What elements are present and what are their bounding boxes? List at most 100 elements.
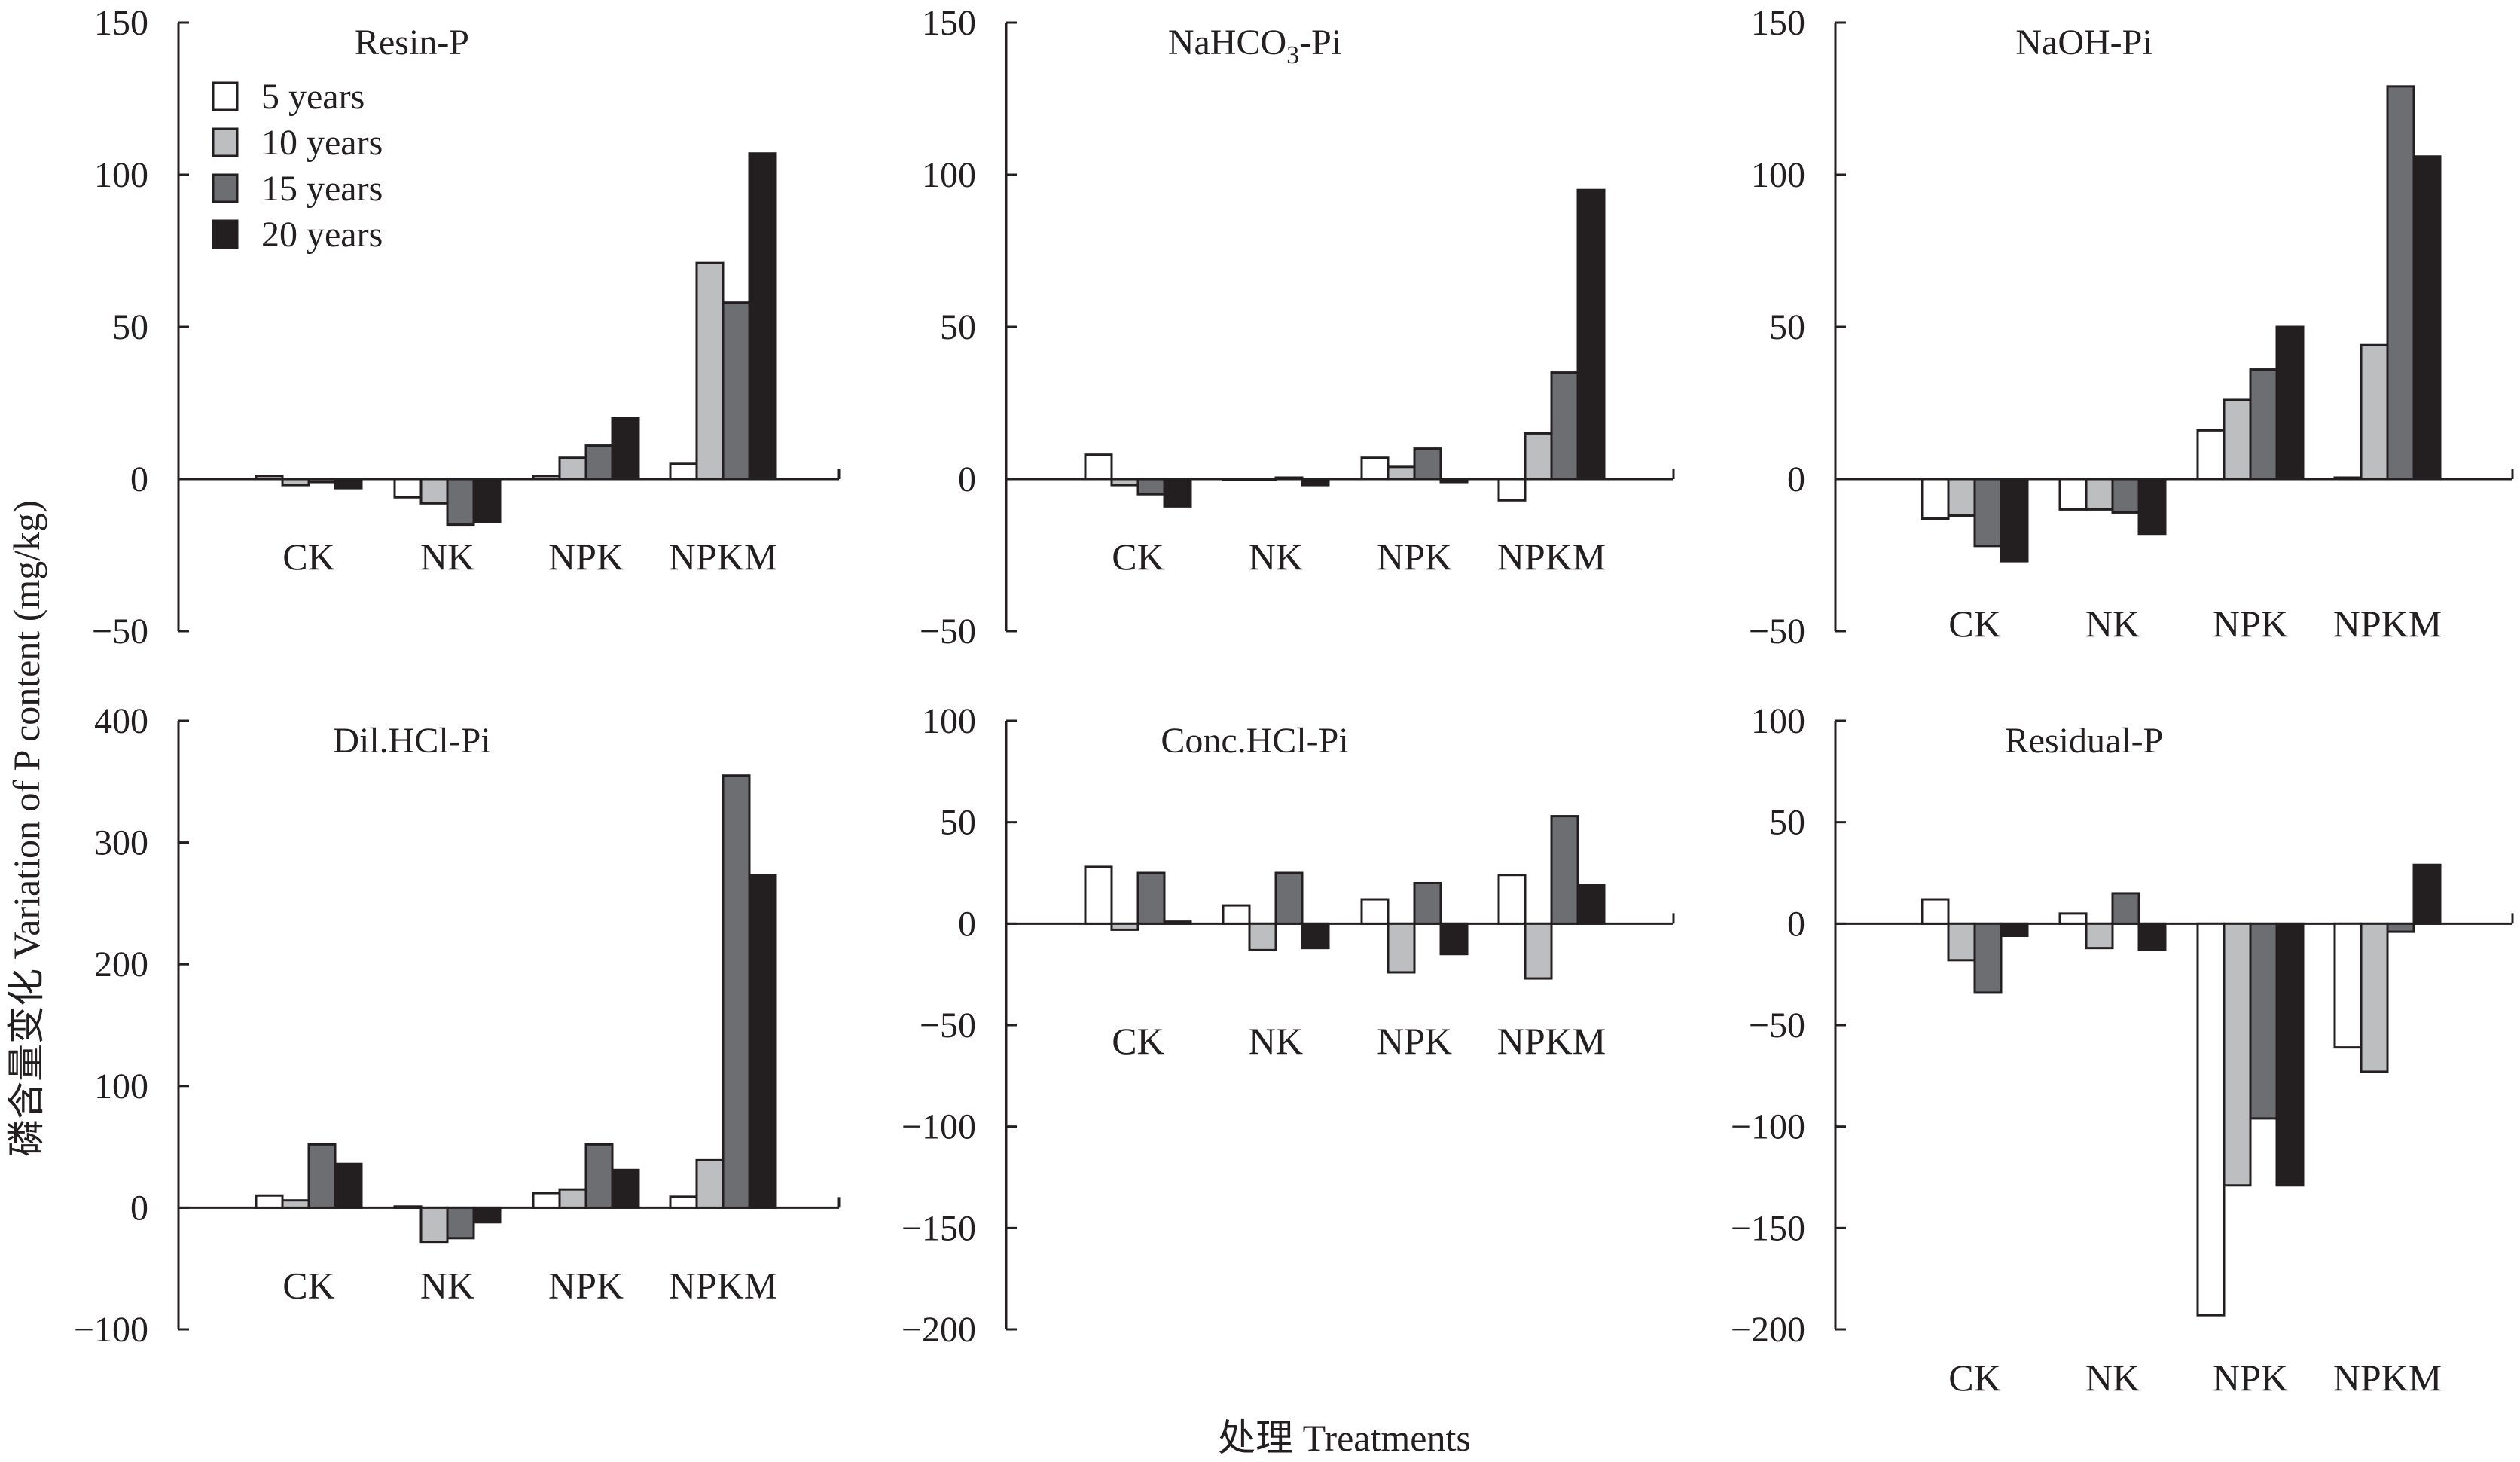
bar-conc-hcl-pi-ck-10-years [1110,922,1139,931]
bar-naoh-pi-nk-5-years [2058,478,2088,511]
y-tick-label: 150 [94,3,148,43]
y-tick-label: 50 [1769,307,1805,347]
bar-nahco3-pi-npk-10-years [1387,465,1416,481]
bar-naoh-pi-npkm-10-years [2360,343,2389,481]
y-tick-label: 50 [940,307,976,347]
y-tick-label: 50 [1769,803,1805,843]
y-tick-label: 100 [94,1067,148,1106]
bar-nahco3-pi-npkm-20-years [1576,188,1606,481]
bar-residual-p-nk-20-years [2137,922,2167,951]
bar-conc-hcl-pi-npkm-20-years [1576,884,1606,925]
panel-conc-hcl-pi: 100 50 0 −50 −100 −150 −200 CK NK NPK NPKM Conc.HCl… [902,701,1675,1350]
bar-dil-hcl-pi-npk-5-years [532,1192,561,1209]
y-tick-label: 100 [1751,155,1805,195]
category-label-npk: NPK [1377,536,1452,578]
bar-dil-hcl-pi-nk-15-years [446,1206,475,1240]
y-axis-label: 磷含量变化 Variation of P content (mg/kg) [5,500,47,1157]
panel-naoh-pi: 150 100 50 0 −50 CK NK NPK NPKM NaOH-Pi [1749,3,2514,652]
bar-conc-hcl-pi-ck-20-years [1163,920,1192,925]
category-label-ck: CK [1112,536,1164,578]
bar-residual-p-ck-5-years [1921,898,1950,925]
bar-dil-hcl-pi-ck-10-years [281,1199,310,1209]
y-tick-label: −50 [1749,612,1805,652]
y-tick-label: 100 [922,155,976,195]
y-tick-label: 150 [1751,3,1805,43]
bar-residual-p-npkm-10-years [2360,922,2389,1073]
y-tick-label: −50 [1749,1006,1805,1045]
bar-dil-hcl-pi-npkm-15-years [722,774,751,1209]
bar-nahco3-pi-npkm-15-years [1550,371,1579,481]
bar-conc-hcl-pi-nk-10-years [1248,922,1277,951]
bar-resin-p-ck-10-years [281,478,310,487]
category-label-ck: CK [1948,1357,2000,1399]
y-tick-label: −50 [920,612,976,652]
bar-residual-p-npkm-5-years [2333,922,2363,1049]
legend-swatch-5-years [212,81,239,111]
bar-conc-hcl-pi-npk-15-years [1413,881,1442,925]
bar-naoh-pi-ck-20-years [2000,478,2029,563]
bar-conc-hcl-pi-npkm-15-years [1550,815,1579,925]
y-tick-label: 50 [112,307,148,347]
y-tick-label: 0 [130,459,148,499]
bar-nahco3-pi-nk-5-years [1222,478,1251,481]
bar-naoh-pi-nk-20-years [2137,478,2167,536]
category-label-nk: NK [420,1264,474,1306]
y-tick-label: 0 [1787,904,1805,944]
category-label-ck: CK [1948,603,2000,645]
y-tick-label: 0 [130,1188,148,1228]
y-tick-label: −100 [1731,1107,1805,1147]
bar-residual-p-ck-20-years [2000,922,2029,937]
y-tick-label: 200 [94,945,148,984]
y-tick-label: 0 [1787,459,1805,499]
legend: 5 years 10 years 15 years 20 years [212,77,383,255]
category-label-nk: NK [420,536,474,578]
bar-resin-p-npkm-10-years [695,261,725,481]
y-tick-label: 0 [958,459,976,499]
legend-swatch-10-years [212,127,239,157]
panel-residual-p: 100 50 0 −50 −100 −150 −200 CK NK NPK NPKM Residual… [1731,701,2514,1399]
bar-dil-hcl-pi-ck-15-years [307,1143,337,1209]
bar-resin-p-npk-5-years [532,475,561,481]
bar-nahco3-pi-ck-10-years [1110,478,1139,487]
bar-nahco3-pi-ck-15-years [1136,478,1166,496]
panel-title: Resin-P [355,23,469,63]
category-label-ck: CK [282,1264,334,1306]
bar-dil-hcl-pi-nk-10-years [419,1206,449,1244]
bar-nahco3-pi-npk-15-years [1413,447,1442,481]
bar-resin-p-npk-15-years [584,444,614,481]
y-tick-label: −200 [1731,1310,1805,1350]
y-tick-label: 50 [940,803,976,843]
bar-nahco3-pi-nk-20-years [1301,478,1330,487]
bar-conc-hcl-pi-npkm-5-years [1497,874,1527,925]
bar-conc-hcl-pi-ck-5-years [1084,865,1113,925]
category-label-npk: NPK [2213,603,2288,645]
category-label-npk: NPK [1377,1020,1452,1062]
panel-title: Dil.HCl-Pi [333,721,490,761]
bar-nahco3-pi-npkm-5-years [1497,478,1527,502]
bar-naoh-pi-npkm-15-years [2386,85,2415,481]
category-label-npk: NPK [548,1264,624,1306]
bar-resin-p-ck-20-years [334,478,363,490]
category-label-npkm: NPKM [669,1264,777,1306]
bar-conc-hcl-pi-npk-10-years [1387,922,1416,974]
category-label-npkm: NPKM [669,536,777,578]
legend-swatch-20-years [212,219,239,249]
bar-nahco3-pi-ck-20-years [1163,478,1192,508]
bar-nahco3-pi-nk-15-years [1274,476,1304,481]
y-tick-label: −50 [92,612,148,652]
y-tick-label: 100 [94,155,148,195]
bar-resin-p-nk-5-years [393,478,423,499]
bar-residual-p-ck-10-years [1947,922,1976,962]
chart-panels: 150 100 50 0 −50 CK NK NPK NPKM Resin-P 5 years 10 … [74,3,2514,1399]
y-tick-label: −100 [902,1107,976,1147]
y-tick-label: 150 [922,3,976,43]
category-label-nk: NK [1249,1020,1303,1062]
bar-dil-hcl-pi-ck-5-years [255,1194,284,1209]
bar-naoh-pi-nk-10-years [2085,478,2114,511]
bar-residual-p-npkm-15-years [2386,922,2415,933]
panel-title: NaOH-Pi [2015,23,2152,63]
bar-residual-p-npk-10-years [2223,922,2252,1187]
panel-title: Conc.HCl-Pi [1161,721,1348,761]
bar-conc-hcl-pi-nk-15-years [1274,871,1304,925]
category-label-nk: NK [2085,603,2140,645]
